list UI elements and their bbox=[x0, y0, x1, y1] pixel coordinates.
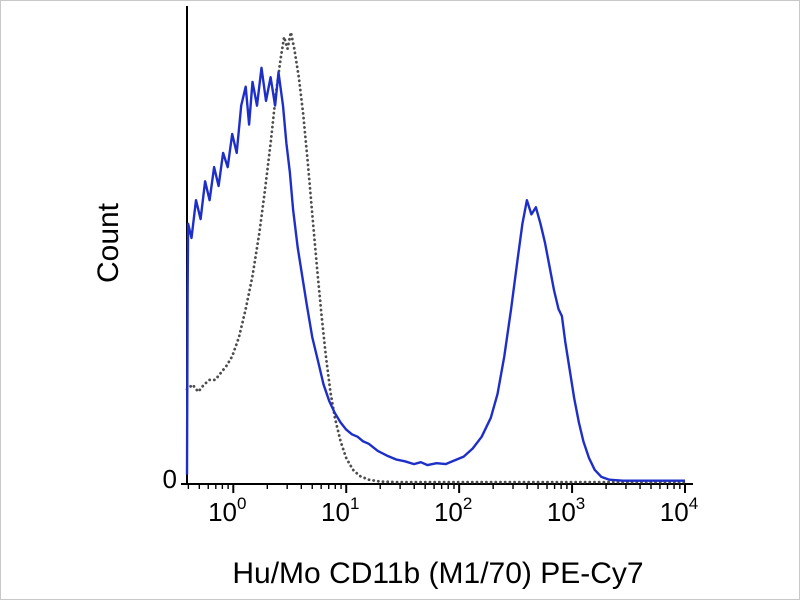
x-axis-ticks bbox=[181, 483, 686, 493]
x-tick-label: 100 bbox=[208, 494, 246, 527]
x-tick-label: 103 bbox=[547, 494, 585, 527]
x-tick-label: 104 bbox=[660, 494, 698, 527]
y-axis-label: Count bbox=[92, 202, 125, 284]
x-axis-label: Hu/Mo CD11b (M1/70) PE-Cy7 bbox=[232, 557, 644, 590]
x-tick-labels: 100 101 102 103 104 bbox=[208, 494, 698, 527]
x-tick-label: 102 bbox=[434, 494, 472, 527]
y-axis-zero-tick-label: 0 bbox=[162, 464, 177, 494]
x-tick-label: 101 bbox=[321, 494, 359, 527]
series-dotted-black-curve bbox=[185, 30, 687, 484]
series-solid-blue-curve bbox=[185, 66, 685, 482]
